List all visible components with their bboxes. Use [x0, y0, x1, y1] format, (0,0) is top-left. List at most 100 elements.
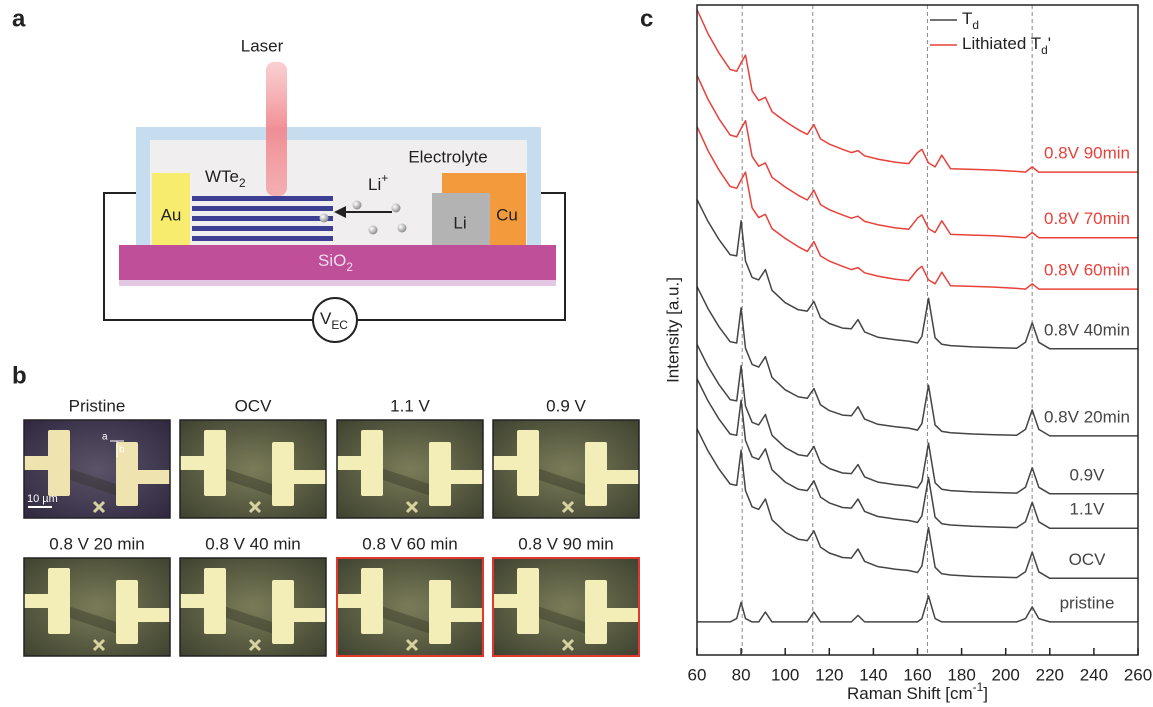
marker-x	[405, 638, 419, 652]
contact-pad	[429, 442, 451, 506]
x-tick-label: 60	[688, 665, 707, 684]
x-axis-label-main: Raman Shift [cm	[847, 684, 973, 703]
tile-title: 0.8 V 60 min	[362, 534, 457, 553]
panel-label: c	[640, 5, 653, 32]
tile-border	[23, 419, 171, 519]
spectrum	[696, 378, 1138, 530]
label: VEC	[320, 309, 348, 332]
legend-label: Lithiated Td'	[962, 34, 1051, 57]
spectrum	[696, 9, 1138, 173]
marker-x	[92, 638, 106, 652]
x-tick-label: 160	[903, 665, 931, 684]
label: Au	[161, 205, 182, 224]
tile-border	[492, 557, 640, 657]
x-tick-label: 260	[1124, 665, 1152, 684]
x-tick-label: 140	[859, 665, 887, 684]
x-tick-label: 220	[1036, 665, 1064, 684]
x-tick-label: 200	[992, 665, 1020, 684]
wire	[357, 192, 566, 321]
voltage-source	[312, 297, 358, 343]
marker-x	[248, 500, 262, 514]
micrograph	[23, 557, 171, 657]
x-tick-label: 100	[771, 665, 799, 684]
series-label: 0.8V 20min	[1044, 407, 1130, 426]
label: Li+	[368, 171, 388, 194]
legend-label: Td	[962, 9, 979, 32]
label: Cu	[496, 205, 518, 224]
contact-pad	[272, 580, 294, 644]
contact-pad	[585, 442, 607, 506]
micrograph: ab 10 µm	[23, 419, 171, 519]
x-axis-label: Raman Shift [cm-1]	[847, 680, 988, 703]
contact-bar	[134, 470, 170, 484]
contact-pad	[585, 580, 607, 644]
label-main: Li	[368, 175, 381, 194]
spectrum	[696, 286, 1138, 437]
contact-pad	[361, 568, 383, 634]
legend-label-sub: d	[972, 18, 979, 32]
contact-pad	[272, 442, 294, 506]
tile-border	[23, 557, 171, 657]
marker-x	[248, 638, 262, 652]
contact-bar	[447, 608, 483, 622]
flake	[192, 196, 333, 241]
contact-pad	[517, 430, 539, 496]
legend-label-tail: '	[1048, 34, 1051, 53]
legend-label-sub: d	[1041, 43, 1048, 57]
arrow-head	[334, 206, 346, 218]
marker-line	[110, 440, 124, 457]
contact-bar	[134, 608, 170, 622]
x-axis-label-sup: -1	[973, 680, 984, 694]
label-sub: EC	[331, 318, 348, 332]
series-label: OCV	[1069, 550, 1107, 569]
panel-label: a	[12, 5, 26, 32]
tile-border	[336, 557, 484, 657]
tile-title: 1.1 V	[390, 396, 430, 415]
x-tick-label: 80	[732, 665, 751, 684]
label: SiO2	[318, 251, 353, 274]
micrograph	[179, 419, 327, 519]
spectrum	[697, 595, 1138, 623]
micrograph	[336, 419, 484, 519]
x-tick-label: 180	[947, 665, 975, 684]
label-main: SiO	[318, 251, 346, 270]
label: Electrolyte	[408, 147, 487, 166]
micrograph	[492, 419, 640, 519]
contact-pad	[48, 430, 70, 496]
label-sub: 2	[346, 260, 353, 274]
tile-border	[492, 419, 640, 519]
tile-title: 0.8 V 90 min	[518, 534, 613, 553]
substrate	[119, 245, 556, 280]
contact-pad	[361, 430, 383, 496]
ions	[319, 200, 407, 235]
label-sub: 2	[239, 176, 246, 190]
marker-x	[92, 500, 106, 514]
panel-label: b	[12, 362, 27, 389]
spectrum	[696, 126, 1138, 290]
contact-pad	[429, 580, 451, 644]
contact-bar	[290, 608, 326, 622]
contact-bar	[603, 608, 639, 622]
tile-border	[179, 419, 327, 519]
series-label: 1.1V	[1070, 500, 1106, 519]
spectrum	[696, 74, 1138, 239]
contact-pad	[204, 430, 226, 496]
x-tick-label: 240	[1080, 665, 1108, 684]
series-label: 0.9V	[1070, 465, 1106, 484]
marker-x	[561, 638, 575, 652]
raman-chart: c Intensity [a.u.] pristine OCV 1.1V 0.9V 0.…	[640, 4, 1152, 703]
series-label: 0.8V 70min	[1044, 209, 1130, 228]
contact-pad	[116, 442, 138, 506]
contact-pad	[204, 568, 226, 634]
tile-title: OCV	[235, 396, 273, 415]
contact-bar	[290, 470, 326, 484]
micrograph	[336, 557, 484, 657]
marker-label: b	[119, 445, 125, 456]
contact-bar	[447, 470, 483, 484]
contact-bar	[603, 470, 639, 484]
contact-pad	[517, 568, 539, 634]
contact-pad	[116, 580, 138, 644]
